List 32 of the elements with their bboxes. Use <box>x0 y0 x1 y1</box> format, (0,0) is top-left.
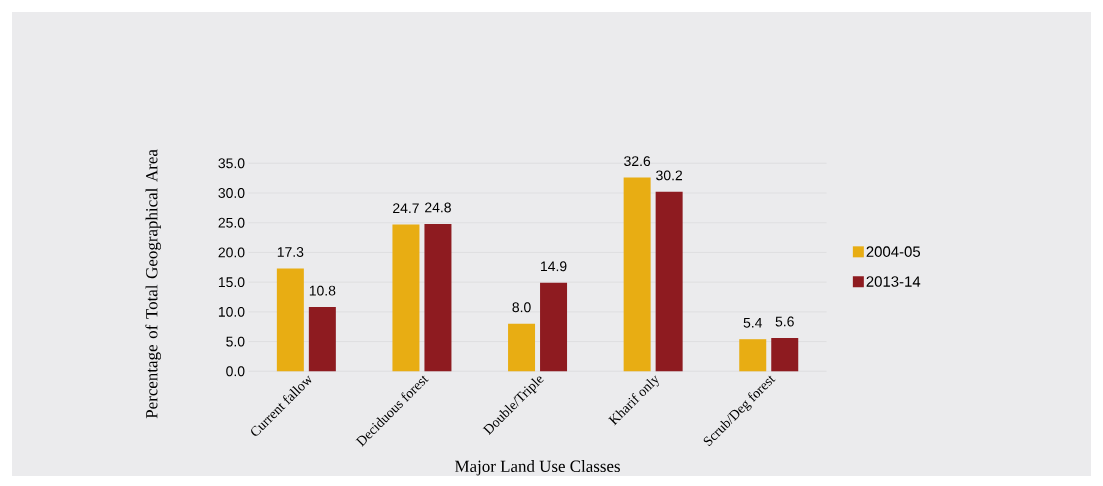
data-label: 5.4 <box>743 317 763 328</box>
y-tick-label: 0.0 <box>226 366 245 377</box>
y-tick-label: 15.0 <box>218 277 245 288</box>
bar <box>540 282 568 372</box>
y-axis-title: Percentage of Total Geographical Area <box>145 149 161 419</box>
data-label: 24.7 <box>393 203 419 213</box>
y-tick-label: 5.0 <box>226 336 245 347</box>
data-label: 24.8 <box>425 202 451 213</box>
data-label: 30.2 <box>656 170 683 181</box>
data-label: 8.0 <box>512 302 531 313</box>
x-axis-title: Major Land Use Classes <box>455 460 620 476</box>
legend-label: 2013-14 <box>866 276 921 287</box>
bar <box>623 177 651 372</box>
data-label: 32.6 <box>624 156 651 167</box>
bar <box>424 223 452 372</box>
bar <box>508 323 536 372</box>
bar <box>392 224 420 372</box>
y-tick-label: 10.0 <box>218 306 245 317</box>
bar <box>655 191 683 372</box>
bar <box>739 339 767 372</box>
data-label: 5.6 <box>775 316 794 327</box>
bar <box>771 338 799 372</box>
data-label: 17.3 <box>277 247 304 257</box>
bar <box>276 268 304 372</box>
data-label: 10.8 <box>309 285 336 296</box>
y-tick-label: 35.0 <box>218 158 245 169</box>
y-tick-label: 20.0 <box>218 247 245 258</box>
legend-label: 2004-05 <box>866 246 921 257</box>
y-tick-label: 25.0 <box>218 217 245 228</box>
bar <box>308 307 336 372</box>
y-tick-label: 30.0 <box>218 188 245 198</box>
data-label: 14.9 <box>541 261 567 272</box>
